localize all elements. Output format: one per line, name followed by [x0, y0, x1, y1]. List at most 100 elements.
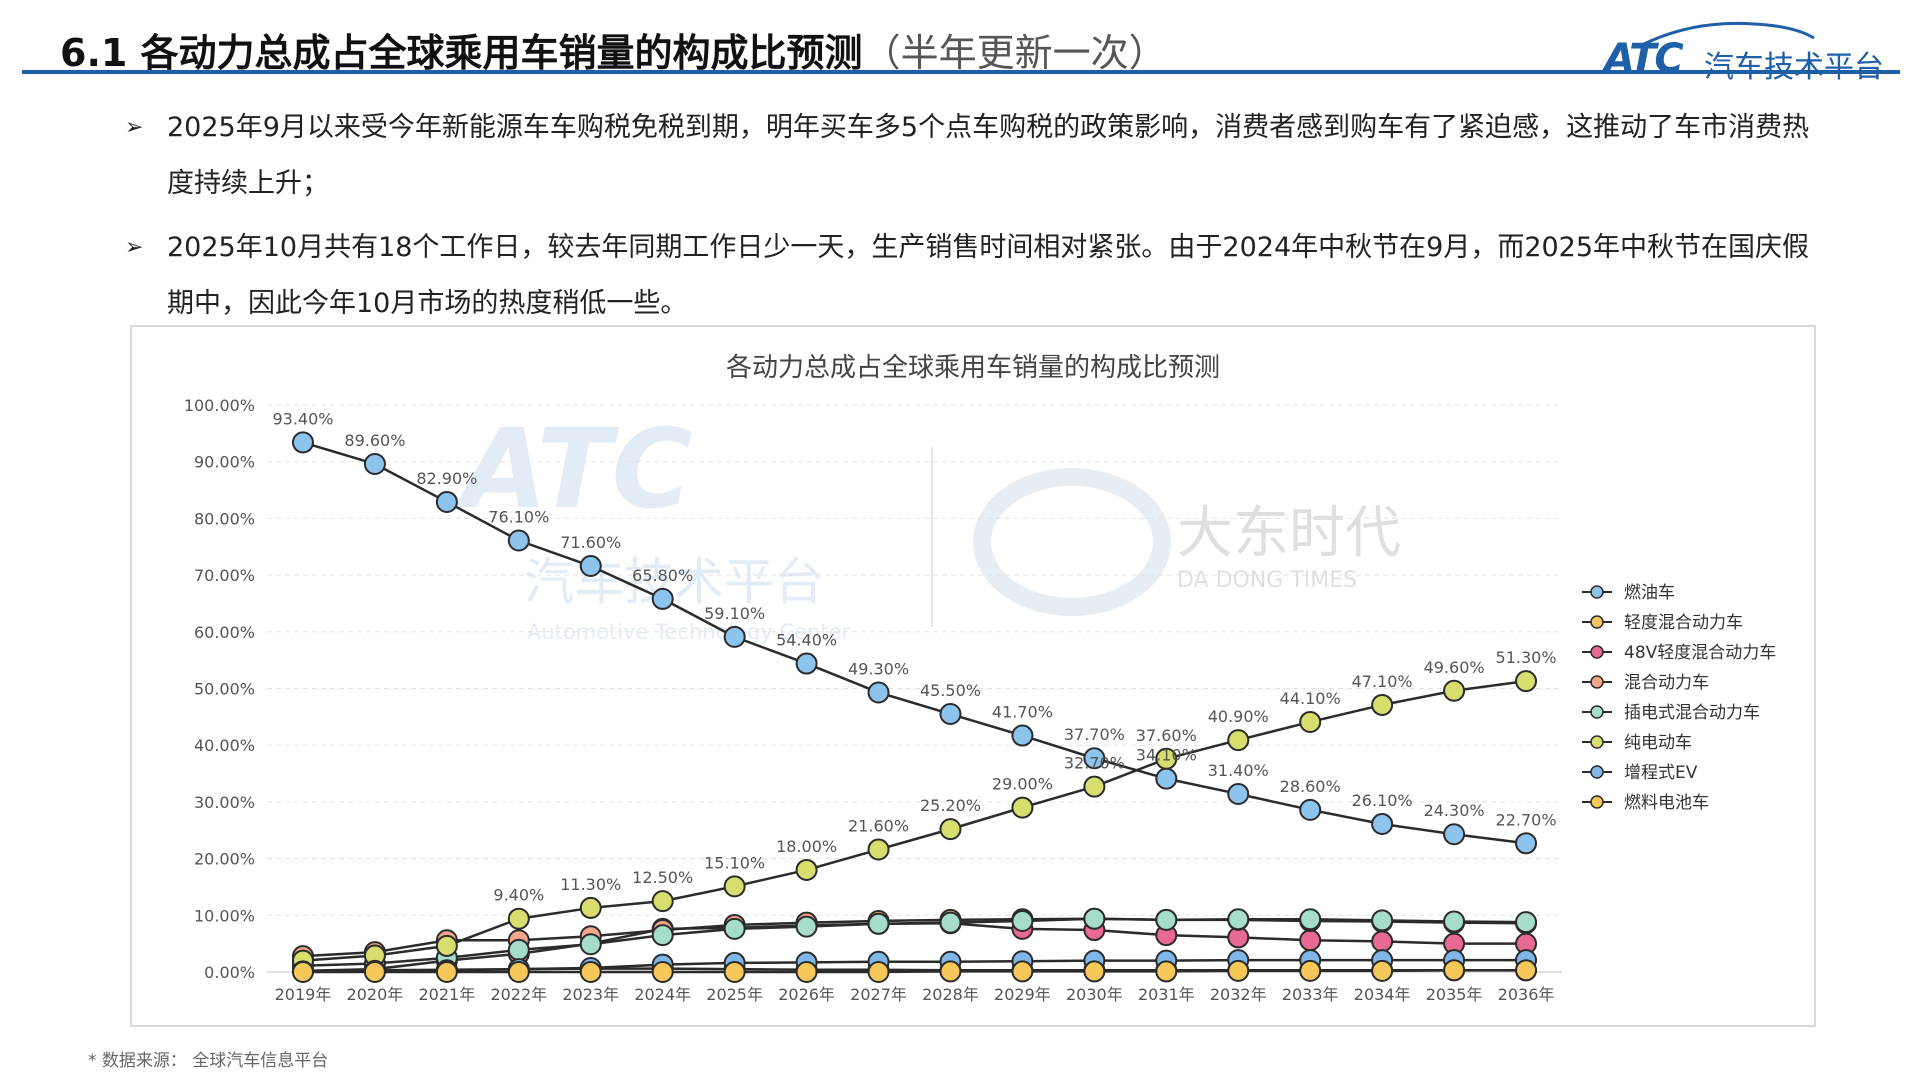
data-point — [1443, 823, 1466, 846]
data-point — [1371, 813, 1394, 836]
x-tick-label: 2023年 — [562, 985, 619, 1004]
data-point — [1011, 796, 1034, 819]
x-tick-label: 2032年 — [1210, 985, 1267, 1004]
y-tick-label: 70.00% — [194, 566, 255, 585]
data-label: 37.70% — [1064, 725, 1125, 744]
data-label: 15.10% — [704, 853, 765, 872]
legend-label: 插电式混合动力车 — [1624, 703, 1760, 723]
title-subtitle: （半年更新一次） — [862, 31, 1167, 75]
data-label: 59.10% — [704, 604, 765, 623]
logo-mark: ATC — [1604, 36, 1684, 82]
data-point — [1083, 747, 1106, 770]
data-point — [507, 938, 530, 961]
data-label: 9.40% — [493, 886, 544, 905]
legend-label: 燃料电池车 — [1624, 793, 1709, 813]
y-tick-label: 0.00% — [204, 963, 255, 982]
page-title: 6.1 各动力总成占全球乘用车销量的构成比预测（半年更新一次） — [60, 22, 1167, 77]
y-tick-label: 20.00% — [194, 850, 255, 869]
header: 6.1 各动力总成占全球乘用车销量的构成比预测（半年更新一次） ATC 汽车技术… — [0, 0, 1920, 85]
data-point — [435, 490, 458, 513]
data-point — [1515, 911, 1538, 934]
data-point — [1227, 729, 1250, 752]
x-tick-label: 2034年 — [1354, 985, 1411, 1004]
data-point — [579, 555, 602, 578]
data-point — [291, 431, 314, 454]
data-label: 71.60% — [560, 533, 621, 552]
data-point — [1011, 960, 1034, 983]
data-label: 93.40% — [272, 409, 333, 428]
data-point — [1299, 929, 1322, 952]
data-point — [1083, 960, 1106, 983]
data-point — [651, 890, 674, 913]
data-point — [435, 934, 458, 957]
legend-marker — [1590, 795, 1604, 809]
bullet-list: ➢ 2025年9月以来受今年新能源车车购税免税到期，明年买车多5个点车购税的政策影… — [125, 100, 1825, 332]
data-label: 26.10% — [1352, 791, 1413, 810]
data-point — [1299, 908, 1322, 931]
data-point — [1227, 782, 1250, 805]
legend-label: 纯电动车 — [1624, 733, 1692, 753]
data-point — [1443, 959, 1466, 982]
series-line — [302, 969, 1527, 974]
data-point — [723, 875, 746, 898]
x-tick-label: 2027年 — [850, 985, 907, 1004]
data-label: 25.20% — [920, 796, 981, 815]
data-point — [795, 915, 818, 938]
legend-label: 轻度混合动力车 — [1624, 613, 1743, 633]
data-point — [1371, 909, 1394, 932]
y-tick-label: 10.00% — [194, 906, 255, 925]
x-tick-label: 2020年 — [347, 985, 404, 1004]
series-line — [302, 917, 1527, 968]
data-label: 65.80% — [632, 566, 693, 585]
data-point — [867, 838, 890, 861]
data-point — [579, 933, 602, 956]
data-point — [579, 896, 602, 919]
y-tick-label: 30.00% — [194, 793, 255, 812]
logo-text: 汽车技术平台 — [1704, 50, 1884, 85]
series-line — [302, 958, 1527, 973]
data-point — [651, 587, 674, 610]
data-point — [1155, 767, 1178, 790]
y-tick-label: 60.00% — [194, 623, 255, 642]
data-label: 41.70% — [992, 703, 1053, 722]
data-point — [1443, 910, 1466, 933]
data-point — [795, 858, 818, 881]
data-label: 40.90% — [1208, 707, 1269, 726]
x-tick-label: 2036年 — [1498, 985, 1555, 1004]
legend-marker — [1590, 735, 1604, 749]
watermark-atc-cn: 汽车技术平台 — [524, 553, 824, 611]
data-label: 47.10% — [1352, 672, 1413, 691]
header-rule — [22, 70, 1900, 74]
x-tick-label: 2019年 — [275, 985, 332, 1004]
data-label: 44.10% — [1280, 689, 1341, 708]
data-point — [723, 961, 746, 983]
x-tick-label: 2033年 — [1282, 985, 1339, 1004]
bullet-text: 2025年10月共有18个工作日，较去年同期工作日少一天，生产销售时间相对紧张。… — [167, 232, 1810, 319]
data-point — [939, 818, 962, 841]
data-label: 22.70% — [1496, 810, 1557, 829]
data-point — [507, 529, 530, 552]
legend-label: 增程式EV — [1624, 763, 1698, 783]
data-point — [939, 960, 962, 983]
data-point — [363, 961, 386, 983]
data-point — [1299, 710, 1322, 733]
legend-marker — [1590, 705, 1604, 719]
legend-label: 48V轻度混合动力车 — [1624, 643, 1776, 663]
data-label: 82.90% — [416, 469, 477, 488]
x-tick-label: 2035年 — [1426, 985, 1483, 1004]
watermark-dd-en: DA DONG TIMES — [1177, 568, 1357, 593]
legend-marker — [1590, 615, 1604, 629]
x-tick-label: 2031年 — [1138, 985, 1195, 1004]
data-point — [1011, 909, 1034, 932]
data-point — [1299, 959, 1322, 982]
data-label: 34.10% — [1136, 746, 1197, 765]
data-point — [867, 681, 890, 704]
data-label: 51.30% — [1496, 648, 1557, 667]
car-outline-icon — [1643, 21, 1815, 46]
data-point — [1227, 908, 1250, 931]
data-point — [1155, 908, 1178, 931]
data-point — [1155, 960, 1178, 983]
data-point — [1515, 959, 1538, 982]
data-point — [795, 961, 818, 983]
data-label: 49.30% — [848, 659, 909, 678]
